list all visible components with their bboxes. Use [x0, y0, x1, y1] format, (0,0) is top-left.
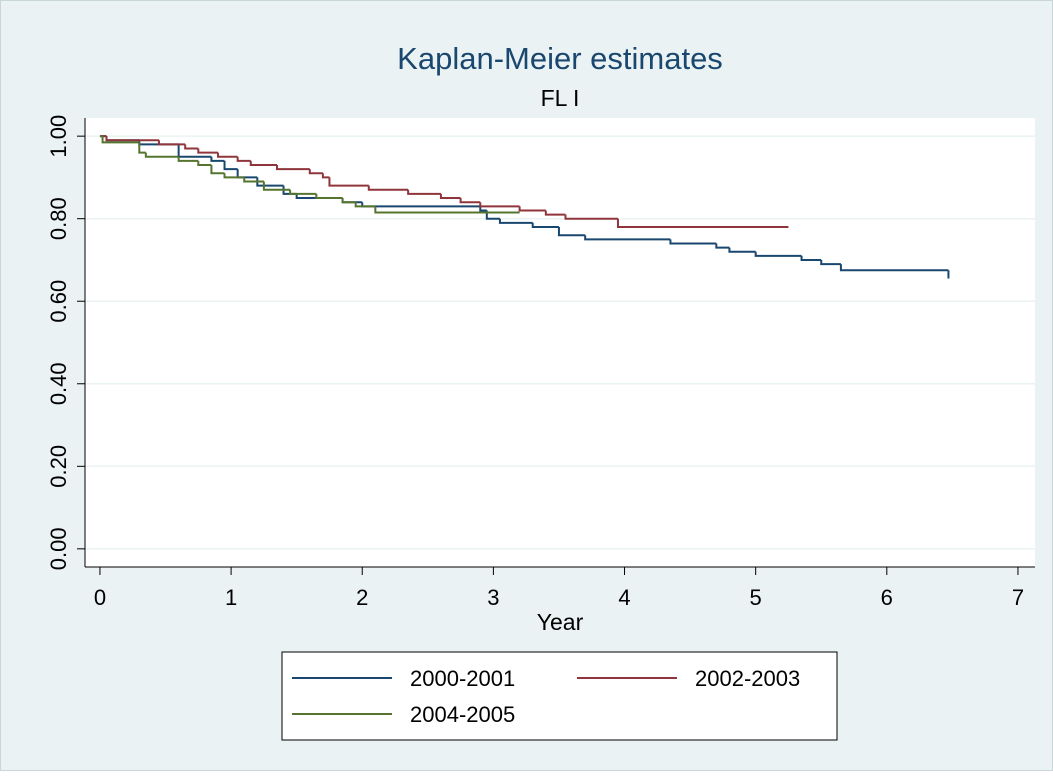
km-step	[243, 177, 264, 183]
x-tick-label: 6	[881, 585, 893, 610]
legend-label: 2004-2005	[410, 702, 515, 727]
km-step	[315, 193, 343, 200]
km-step	[184, 144, 199, 150]
y-tick-label: 0.80	[46, 197, 71, 240]
km-step	[800, 255, 822, 261]
km-step	[518, 206, 546, 212]
km-step	[715, 243, 730, 249]
km-step	[210, 165, 225, 175]
km-step	[197, 148, 218, 154]
km-step	[839, 264, 949, 272]
km-step	[341, 198, 356, 204]
km-step	[177, 156, 199, 162]
plot-area	[85, 118, 1035, 567]
km-step	[374, 206, 520, 214]
km-step	[498, 218, 533, 224]
chart-subtitle: FL I	[541, 85, 580, 111]
legend-label: 2000-2001	[410, 666, 515, 691]
km-step	[321, 173, 330, 179]
km-step	[308, 169, 323, 175]
x-tick-label: 1	[225, 585, 237, 610]
y-tick-label: 0.20	[46, 445, 71, 488]
km-step	[197, 160, 212, 167]
km-step	[328, 177, 369, 187]
km-step	[557, 226, 586, 237]
km-step	[210, 156, 225, 162]
x-tick-label: 5	[750, 585, 762, 610]
km-step	[367, 185, 409, 191]
km-step	[564, 214, 618, 220]
chart-title: Kaplan-Meier estimates	[397, 41, 723, 76]
legend-label: 2002-2003	[695, 666, 800, 691]
km-step	[105, 136, 159, 142]
legend	[281, 651, 838, 741]
km-step	[544, 210, 566, 216]
y-tick-label: 1.00	[46, 115, 71, 158]
km-step	[820, 259, 841, 266]
km-step	[216, 152, 238, 158]
km-step	[439, 193, 461, 200]
km-step	[138, 142, 146, 154]
x-tick-label: 3	[487, 585, 499, 610]
y-tick-label: 0.60	[46, 280, 71, 323]
km-step	[223, 173, 245, 179]
y-tick-label: 0.00	[46, 527, 71, 570]
km-step	[262, 181, 291, 191]
x-tick-label: 2	[356, 585, 368, 610]
km-step	[354, 202, 376, 208]
km-step	[754, 251, 802, 257]
km-step	[616, 218, 789, 228]
km-step	[531, 222, 559, 228]
km-step	[479, 202, 520, 208]
km-step	[459, 198, 481, 204]
km-step	[157, 140, 186, 146]
km-step	[289, 189, 317, 195]
y-tick-label: 0.40	[46, 362, 71, 405]
km-step	[407, 189, 441, 195]
x-tick-label: 0	[94, 585, 106, 610]
km-step	[236, 156, 251, 162]
km-step	[584, 235, 671, 241]
km-step	[249, 160, 277, 167]
km-step	[256, 177, 284, 187]
km-step	[144, 152, 179, 158]
x-tick-label: 4	[618, 585, 630, 610]
km-step	[669, 239, 717, 245]
km-step	[223, 160, 238, 171]
x-tick-label: 7	[1012, 585, 1024, 610]
km-step	[101, 136, 140, 144]
km-step	[728, 247, 756, 253]
x-axis-label: Year	[537, 609, 584, 635]
km-step	[275, 165, 310, 171]
km-step	[479, 206, 487, 212]
